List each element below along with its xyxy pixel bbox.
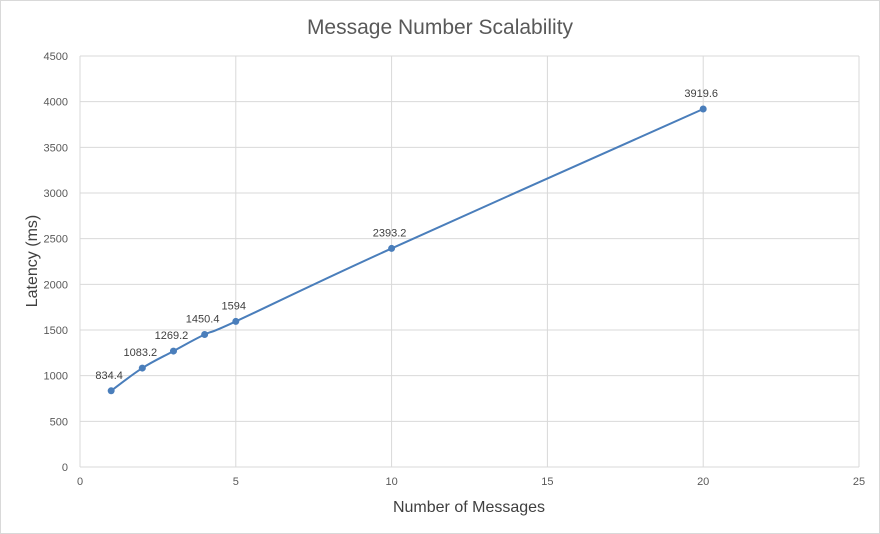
y-tick-label: 3500	[44, 142, 68, 154]
x-tick-label: 5	[233, 476, 239, 488]
x-tick-label: 0	[77, 476, 83, 488]
data-label: 834.4	[95, 370, 123, 382]
data-point	[232, 317, 240, 325]
y-axis-title: Latency (ms)	[24, 215, 41, 307]
data-label: 1594	[222, 300, 246, 312]
y-tick-label: 1500	[44, 325, 68, 337]
y-tick-label: 2500	[44, 234, 68, 246]
data-label: 1450.4	[186, 314, 220, 326]
data-point	[138, 364, 146, 372]
x-tick-label: 20	[697, 476, 709, 488]
gridlines	[79, 55, 860, 468]
y-tick-label: 3000	[44, 188, 68, 200]
x-axis-title: Number of Messages	[393, 499, 545, 516]
y-tick-label: 4500	[44, 51, 68, 63]
x-tick-label: 25	[853, 476, 865, 488]
chart-title: Message Number Scalability	[307, 16, 574, 39]
data-label: 1083.2	[123, 347, 157, 359]
y-tick-label: 0	[62, 462, 68, 474]
x-tick-label: 10	[385, 476, 397, 488]
data-point	[169, 347, 177, 355]
data-label: 1269.2	[155, 330, 189, 342]
data-point	[107, 387, 115, 395]
data-point	[201, 331, 209, 339]
data-point	[699, 105, 707, 113]
data-point	[388, 244, 396, 252]
x-tick-label: 15	[541, 476, 553, 488]
series-group	[107, 105, 707, 395]
y-tick-label: 500	[50, 416, 68, 428]
series-line	[110, 108, 704, 392]
y-tick-label: 1000	[44, 371, 68, 383]
data-label: 3919.6	[684, 88, 718, 100]
data-label: 2393.2	[373, 227, 407, 239]
x-axis-ticks: 0 5 10 15 20 25	[77, 476, 865, 488]
y-tick-label: 4000	[44, 97, 68, 109]
y-tick-label: 2000	[44, 279, 68, 291]
y-axis-ticks: 0 500 1000 1500 2000 2500 3000 3500 4000 4500	[44, 51, 68, 474]
